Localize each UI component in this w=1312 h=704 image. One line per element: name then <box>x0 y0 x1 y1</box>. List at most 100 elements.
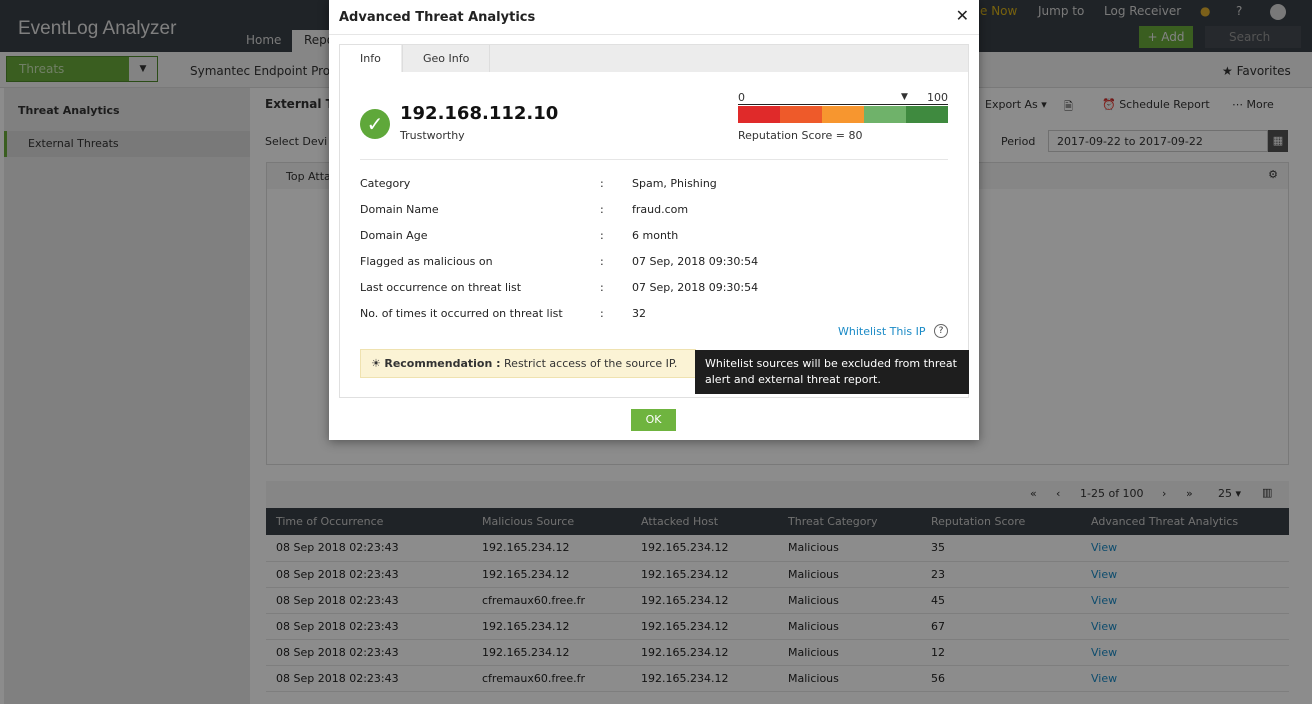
table-header: Time of Occurrence Malicious Source Attack… <box>266 508 1289 535</box>
check-icon: ✓ <box>360 109 390 139</box>
detail-separator: : <box>600 281 604 294</box>
partial-link[interactable]: e Now <box>980 4 1018 18</box>
schedule-report-button[interactable]: ⏰ Schedule Report <box>1102 98 1210 111</box>
table-cell: Malicious <box>778 561 921 588</box>
table-cell: 35 <box>921 535 1081 562</box>
table-cell: View <box>1081 613 1289 640</box>
chevron-down-icon: ▼ <box>129 57 157 81</box>
table-cell: View <box>1081 561 1289 588</box>
period-input[interactable]: 2017-09-22 to 2017-09-22 <box>1048 130 1268 152</box>
scale-segment <box>906 106 948 123</box>
app-logo: EventLog Analyzer <box>18 18 177 39</box>
table-cell: View <box>1081 639 1289 666</box>
user-avatar-icon[interactable] <box>1270 4 1286 20</box>
detail-separator: : <box>600 177 604 190</box>
detail-value: 32 <box>632 307 646 320</box>
help-circle-icon[interactable]: ? <box>934 324 948 338</box>
table-cell: 08 Sep 2018 02:23:43 <box>266 665 472 692</box>
table-cell: 192.165.234.12 <box>472 639 631 666</box>
prev-page-icon[interactable]: ‹ <box>1056 487 1061 500</box>
sidebar: Threat Analytics External Threats <box>4 88 250 704</box>
detail-value: 6 month <box>632 229 679 242</box>
table-cell: View <box>1081 665 1289 692</box>
detail-value: 07 Sep, 2018 09:30:54 <box>632 255 759 268</box>
table-cell: 192.165.234.12 <box>631 613 778 640</box>
table-cell: 192.165.234.12 <box>631 587 778 614</box>
period-label: Period <box>1001 135 1036 148</box>
view-link[interactable]: View <box>1091 619 1118 633</box>
scale-min: 0 <box>738 91 745 104</box>
column-header[interactable]: Attacked Host <box>631 508 778 535</box>
reputation-score: Reputation Score = 80 <box>738 129 863 142</box>
detail-label: Last occurrence on threat list <box>360 281 522 294</box>
table-row: 08 Sep 2018 02:23:43 cfremaux60.free.fr 19… <box>266 665 1289 692</box>
detail-separator: : <box>600 229 604 242</box>
table-cell: 192.165.234.12 <box>472 561 631 588</box>
column-header[interactable]: Malicious Source <box>472 508 631 535</box>
trust-status: Trustworthy <box>400 129 465 142</box>
column-header[interactable]: Advanced Threat Analytics <box>1081 508 1289 535</box>
table-row: 08 Sep 2018 02:23:43 192.165.234.12 192.16… <box>266 561 1289 588</box>
detail-label: Category <box>360 177 411 190</box>
tab-info[interactable]: Info <box>340 45 401 72</box>
view-link[interactable]: View <box>1091 541 1118 555</box>
device-label[interactable]: Symantec Endpoint Prote <box>190 64 343 78</box>
table-cell: 192.165.234.12 <box>631 535 778 562</box>
detail-label: Domain Age <box>360 229 428 242</box>
whitelist-ip-link[interactable]: Whitelist This IP <box>838 325 926 338</box>
column-header[interactable]: Reputation Score <box>921 508 1081 535</box>
favorites-link[interactable]: ★ Favorites <box>1222 64 1291 78</box>
table-cell: Malicious <box>778 613 921 640</box>
help-icon[interactable]: ? <box>1236 4 1243 18</box>
table-cell: 192.165.234.12 <box>631 561 778 588</box>
add-button[interactable]: + Add <box>1139 26 1193 48</box>
detail-separator: : <box>600 255 604 268</box>
table-cell: 08 Sep 2018 02:23:43 <box>266 535 472 562</box>
per-page-select[interactable]: 25 ▾ <box>1218 487 1242 500</box>
sidebar-item-external-threats[interactable]: External Threats <box>4 131 250 157</box>
report-history-icon[interactable]: 🗎 <box>1064 100 1073 113</box>
alarm-clock-icon: ⏰ <box>1102 98 1120 111</box>
detail-label: Flagged as malicious on <box>360 255 493 268</box>
star-icon: ★ <box>1222 64 1237 78</box>
widget-title: Top Atta <box>286 170 331 183</box>
export-as-button[interactable]: Export As ▾ <box>985 98 1047 111</box>
view-link[interactable]: View <box>1091 567 1118 581</box>
notification-icon[interactable]: ● <box>1200 4 1211 18</box>
more-icon: ⋯ <box>1232 98 1247 111</box>
tab-geo-info[interactable]: Geo Info <box>402 45 491 72</box>
search-input[interactable]: Search <box>1205 26 1301 48</box>
table-row: 08 Sep 2018 02:23:43 cfremaux60.free.fr 19… <box>266 587 1289 614</box>
jump-to-link[interactable]: Jump to <box>1038 4 1085 18</box>
select-device-label: Select Devi <box>265 135 328 148</box>
table-cell: Malicious <box>778 665 921 692</box>
first-page-icon[interactable]: « <box>1030 487 1037 500</box>
table-cell: cfremaux60.free.fr <box>472 665 631 692</box>
last-page-icon[interactable]: » <box>1186 487 1193 500</box>
more-button[interactable]: ⋯ More <box>1232 98 1274 111</box>
detail-value: Spam, Phishing <box>632 177 717 190</box>
table-cell: View <box>1081 535 1289 562</box>
gear-icon[interactable]: ⚙ <box>1268 168 1278 181</box>
next-page-icon[interactable]: › <box>1162 487 1167 500</box>
nav-tab-home[interactable]: Home <box>246 33 282 47</box>
column-header[interactable]: Time of Occurrence <box>266 508 472 535</box>
table-cell: View <box>1081 587 1289 614</box>
log-receiver-link[interactable]: Log Receiver <box>1104 4 1182 18</box>
page-range: 1-25 of 100 <box>1080 487 1144 500</box>
category-dropdown[interactable]: Threats ▼ <box>6 56 158 82</box>
close-icon[interactable]: ✕ <box>955 6 969 25</box>
page-title: External Tl <box>265 97 338 111</box>
view-link[interactable]: View <box>1091 671 1118 685</box>
ok-button[interactable]: OK <box>631 409 676 431</box>
lightbulb-icon: ☀ <box>371 357 385 370</box>
table-cell: 12 <box>921 639 1081 666</box>
column-header[interactable]: Threat Category <box>778 508 921 535</box>
table-cell: 08 Sep 2018 02:23:43 <box>266 613 472 640</box>
view-link[interactable]: View <box>1091 593 1118 607</box>
column-chooser-icon[interactable]: ▥ <box>1262 486 1273 499</box>
scale-max: 100 <box>927 91 948 104</box>
calendar-icon[interactable]: ▦ <box>1268 130 1288 152</box>
view-link[interactable]: View <box>1091 645 1118 659</box>
detail-value: fraud.com <box>632 203 689 216</box>
